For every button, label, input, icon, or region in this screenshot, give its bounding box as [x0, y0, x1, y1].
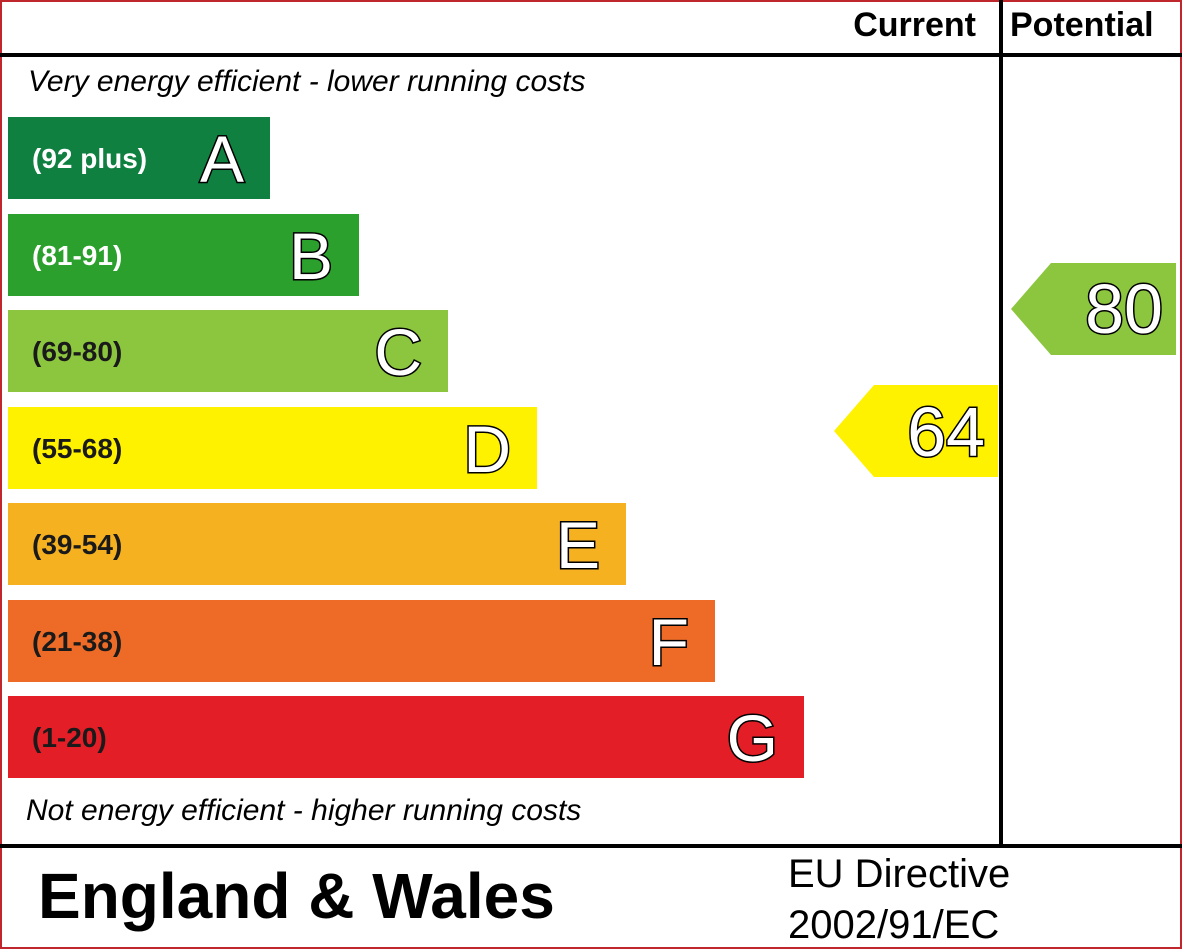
top-note: Very energy efficient - lower running co… — [28, 65, 585, 98]
band-c-range: (69-80) — [32, 336, 122, 367]
band-g-range: (1-20) — [32, 722, 107, 753]
band-e-range: (39-54) — [32, 529, 122, 560]
band-d-bar — [8, 407, 537, 489]
region-title: England & Wales — [38, 860, 555, 932]
current-header: Current — [853, 6, 976, 44]
current-arrow-shape — [834, 385, 998, 477]
band-a-letter: A — [200, 122, 244, 196]
rating-bands: (92 plus) A (81-91) B (69-80) C (55-68) D (39-54… — [8, 117, 804, 778]
band-g-letter: G — [727, 701, 778, 775]
potential-header: Potential — [1010, 6, 1154, 44]
current-rating-arrow: 64 — [834, 385, 998, 477]
band-b-bar — [8, 214, 359, 296]
bottom-note: Not energy efficient - higher running co… — [26, 794, 581, 827]
band-e-letter: E — [556, 508, 600, 582]
band-g-bar — [8, 696, 804, 778]
band-a-bar — [8, 117, 270, 199]
potential-rating-value: 80 — [1085, 270, 1163, 348]
band-d-range: (55-68) — [32, 433, 122, 464]
band-c-letter: C — [374, 315, 422, 389]
potential-rating-arrow: 80 — [1011, 263, 1176, 355]
directive-line-2: 2002/91/EC — [788, 903, 999, 947]
band-d-letter: D — [463, 412, 511, 486]
band-c-bar — [8, 310, 448, 392]
band-f-letter: F — [649, 605, 689, 679]
band-a-range: (92 plus) — [32, 143, 147, 174]
band-f-bar — [8, 600, 715, 682]
band-b-range: (81-91) — [32, 240, 122, 271]
potential-arrow-shape — [1011, 263, 1176, 355]
current-rating-value: 64 — [907, 393, 985, 471]
directive-line-1: EU Directive — [788, 852, 1010, 896]
band-e-bar — [8, 503, 626, 585]
band-b-letter: B — [289, 219, 333, 293]
band-f-range: (21-38) — [32, 626, 122, 657]
